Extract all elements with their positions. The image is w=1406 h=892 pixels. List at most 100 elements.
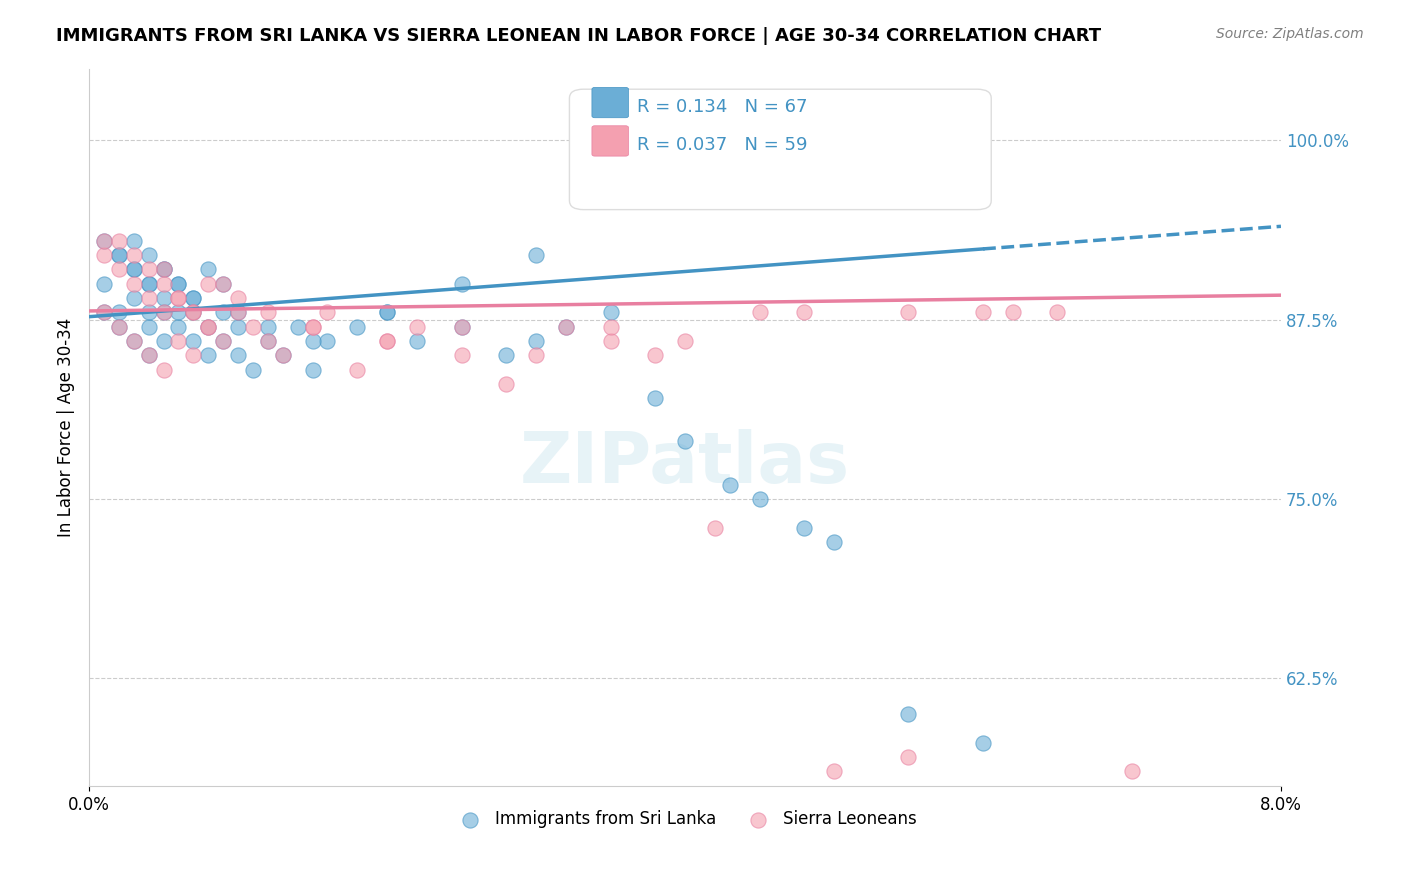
Sierra Leoneans [554, 319, 576, 334]
Immigrants from Sri Lanka [450, 319, 472, 334]
Immigrants from Sri Lanka [212, 305, 235, 319]
Immigrants from Sri Lanka [287, 319, 309, 334]
Immigrants from Sri Lanka [197, 319, 219, 334]
Sierra Leoneans [138, 348, 160, 362]
Text: IMMIGRANTS FROM SRI LANKA VS SIERRA LEONEAN IN LABOR FORCE | AGE 30-34 CORRELATI: IMMIGRANTS FROM SRI LANKA VS SIERRA LEON… [56, 27, 1101, 45]
Immigrants from Sri Lanka [152, 305, 174, 319]
Immigrants from Sri Lanka [226, 348, 249, 362]
Sierra Leoneans [108, 234, 131, 248]
Sierra Leoneans [644, 348, 666, 362]
Sierra Leoneans [897, 305, 920, 319]
Immigrants from Sri Lanka [972, 736, 994, 750]
Immigrants from Sri Lanka [271, 348, 294, 362]
Sierra Leoneans [271, 348, 294, 362]
Immigrants from Sri Lanka [138, 277, 160, 291]
Sierra Leoneans [599, 319, 621, 334]
Immigrants from Sri Lanka [122, 262, 145, 277]
Sierra Leoneans [197, 319, 219, 334]
Sierra Leoneans [167, 334, 190, 348]
Immigrants from Sri Lanka [301, 334, 323, 348]
Sierra Leoneans [152, 305, 174, 319]
Sierra Leoneans [450, 319, 472, 334]
Sierra Leoneans [1046, 305, 1069, 319]
Immigrants from Sri Lanka [138, 248, 160, 262]
Immigrants from Sri Lanka [718, 477, 741, 491]
Sierra Leoneans [108, 319, 131, 334]
Immigrants from Sri Lanka [257, 319, 280, 334]
Immigrants from Sri Lanka [152, 262, 174, 277]
Immigrants from Sri Lanka [197, 262, 219, 277]
Immigrants from Sri Lanka [152, 291, 174, 305]
Sierra Leoneans [138, 262, 160, 277]
Sierra Leoneans [108, 262, 131, 277]
Sierra Leoneans [152, 363, 174, 377]
Immigrants from Sri Lanka [644, 392, 666, 406]
Sierra Leoneans [346, 363, 368, 377]
Sierra Leoneans [93, 248, 115, 262]
Immigrants from Sri Lanka [242, 363, 264, 377]
Immigrants from Sri Lanka [167, 319, 190, 334]
Immigrants from Sri Lanka [226, 319, 249, 334]
Legend: Immigrants from Sri Lanka, Sierra Leoneans: Immigrants from Sri Lanka, Sierra Leonea… [447, 804, 924, 835]
Immigrants from Sri Lanka [450, 277, 472, 291]
Immigrants from Sri Lanka [226, 305, 249, 319]
Sierra Leoneans [242, 319, 264, 334]
Sierra Leoneans [495, 377, 517, 392]
Immigrants from Sri Lanka [673, 434, 696, 449]
Sierra Leoneans [183, 348, 205, 362]
Immigrants from Sri Lanka [183, 334, 205, 348]
Sierra Leoneans [122, 334, 145, 348]
Immigrants from Sri Lanka [167, 277, 190, 291]
Sierra Leoneans [375, 334, 398, 348]
Immigrants from Sri Lanka [524, 334, 547, 348]
Sierra Leoneans [972, 305, 994, 319]
Immigrants from Sri Lanka [183, 291, 205, 305]
Sierra Leoneans [226, 305, 249, 319]
Immigrants from Sri Lanka [108, 248, 131, 262]
Immigrants from Sri Lanka [122, 262, 145, 277]
Immigrants from Sri Lanka [93, 234, 115, 248]
Sierra Leoneans [167, 291, 190, 305]
Sierra Leoneans [703, 520, 725, 534]
Sierra Leoneans [183, 305, 205, 319]
Immigrants from Sri Lanka [599, 305, 621, 319]
Immigrants from Sri Lanka [257, 334, 280, 348]
Sierra Leoneans [897, 750, 920, 764]
Immigrants from Sri Lanka [823, 535, 845, 549]
Sierra Leoneans [152, 262, 174, 277]
Immigrants from Sri Lanka [138, 319, 160, 334]
Sierra Leoneans [93, 234, 115, 248]
Immigrants from Sri Lanka [108, 319, 131, 334]
Immigrants from Sri Lanka [748, 491, 770, 506]
Sierra Leoneans [122, 248, 145, 262]
Immigrants from Sri Lanka [93, 277, 115, 291]
Immigrants from Sri Lanka [197, 348, 219, 362]
Immigrants from Sri Lanka [138, 277, 160, 291]
Sierra Leoneans [197, 277, 219, 291]
Immigrants from Sri Lanka [301, 363, 323, 377]
Text: ZIPatlas: ZIPatlas [520, 428, 851, 498]
Sierra Leoneans [1001, 305, 1024, 319]
Immigrants from Sri Lanka [108, 305, 131, 319]
Sierra Leoneans [257, 305, 280, 319]
Sierra Leoneans [122, 277, 145, 291]
Immigrants from Sri Lanka [138, 348, 160, 362]
Immigrants from Sri Lanka [167, 277, 190, 291]
Text: R = 0.134   N = 67: R = 0.134 N = 67 [637, 98, 807, 116]
Immigrants from Sri Lanka [183, 291, 205, 305]
Sierra Leoneans [226, 291, 249, 305]
Immigrants from Sri Lanka [152, 334, 174, 348]
Immigrants from Sri Lanka [375, 305, 398, 319]
Sierra Leoneans [301, 319, 323, 334]
Immigrants from Sri Lanka [405, 334, 427, 348]
Immigrants from Sri Lanka [183, 305, 205, 319]
Immigrants from Sri Lanka [122, 334, 145, 348]
Sierra Leoneans [599, 334, 621, 348]
Sierra Leoneans [375, 334, 398, 348]
Sierra Leoneans [183, 305, 205, 319]
Text: R = 0.037   N = 59: R = 0.037 N = 59 [637, 136, 807, 154]
Sierra Leoneans [167, 291, 190, 305]
Sierra Leoneans [823, 764, 845, 779]
Sierra Leoneans [138, 291, 160, 305]
Immigrants from Sri Lanka [375, 305, 398, 319]
